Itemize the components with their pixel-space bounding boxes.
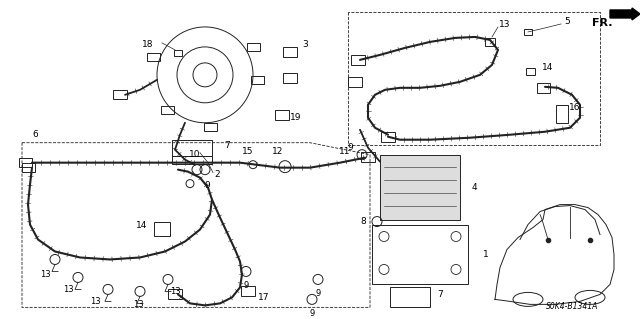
Bar: [380, 155, 460, 219]
Text: 7: 7: [224, 141, 230, 150]
Text: 13: 13: [132, 300, 143, 309]
Text: 9: 9: [309, 309, 315, 318]
Bar: [154, 222, 170, 235]
Bar: [361, 152, 375, 162]
Text: 6: 6: [32, 130, 38, 139]
Bar: [524, 29, 532, 35]
Text: 17: 17: [259, 293, 269, 302]
Text: 13: 13: [63, 285, 74, 294]
Text: 7: 7: [437, 290, 443, 299]
Text: FR.: FR.: [592, 18, 612, 28]
Bar: [348, 77, 362, 87]
Bar: [283, 73, 297, 83]
Text: 9: 9: [347, 143, 353, 152]
Text: 18: 18: [142, 41, 154, 49]
Bar: [556, 105, 568, 123]
Bar: [113, 90, 127, 99]
FancyArrow shape: [610, 8, 640, 20]
Text: 19: 19: [291, 113, 301, 122]
Text: 16: 16: [569, 103, 580, 112]
Text: 3: 3: [302, 41, 308, 49]
Bar: [536, 83, 550, 93]
Text: 9: 9: [316, 289, 321, 298]
Text: 1: 1: [483, 250, 489, 259]
Text: S0K4-B1341A: S0K4-B1341A: [546, 302, 598, 311]
Bar: [381, 132, 395, 142]
Text: 5: 5: [564, 18, 570, 26]
Text: 12: 12: [272, 147, 284, 156]
Bar: [204, 123, 216, 131]
Text: 14: 14: [542, 63, 554, 72]
Text: 2: 2: [214, 170, 220, 179]
Text: 11: 11: [339, 147, 351, 156]
Bar: [246, 43, 259, 51]
Text: 8: 8: [360, 217, 366, 226]
Text: 15: 15: [243, 147, 253, 156]
Bar: [351, 55, 365, 65]
Bar: [250, 76, 264, 84]
Bar: [525, 68, 534, 75]
Bar: [172, 140, 212, 156]
Bar: [241, 286, 255, 296]
Text: 13: 13: [90, 297, 100, 306]
Bar: [283, 47, 297, 57]
Text: 13: 13: [499, 20, 511, 29]
Bar: [172, 156, 212, 164]
Bar: [19, 158, 31, 167]
Bar: [174, 50, 182, 56]
Bar: [22, 163, 35, 172]
Bar: [372, 225, 468, 285]
Text: 4: 4: [471, 182, 477, 192]
Text: 13: 13: [40, 270, 51, 279]
Bar: [168, 289, 182, 300]
Text: 9: 9: [204, 181, 210, 190]
Text: 14: 14: [136, 221, 148, 230]
Bar: [390, 287, 430, 308]
Bar: [147, 53, 159, 61]
Bar: [161, 106, 173, 114]
Bar: [485, 38, 495, 46]
Text: 13: 13: [170, 287, 180, 296]
Text: 10: 10: [189, 150, 201, 159]
Text: 9: 9: [243, 281, 248, 290]
Bar: [275, 110, 289, 120]
